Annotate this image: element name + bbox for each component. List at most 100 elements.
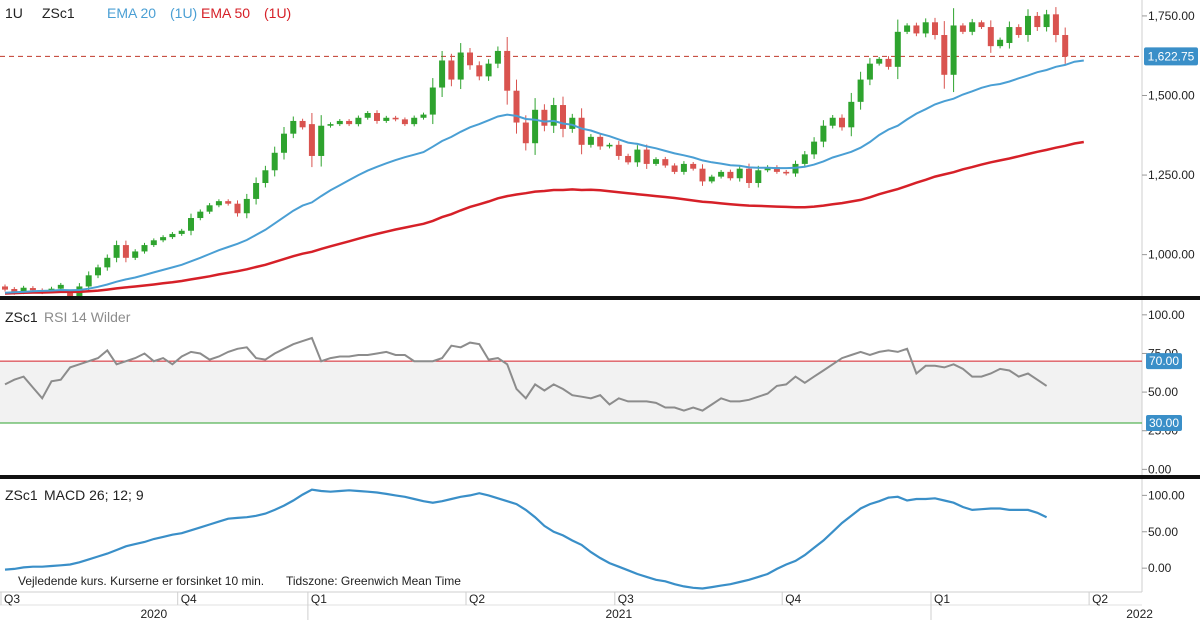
candle-up <box>801 154 808 164</box>
quarter-label: Q3 <box>4 592 20 606</box>
candle-up <box>429 87 436 115</box>
macd-axis-ticks: 100.00 50.00 0.00 <box>1142 488 1185 575</box>
candle-up <box>178 230 185 234</box>
candle-down <box>932 22 938 36</box>
legend-ema20: EMA 20 <box>107 5 156 21</box>
candle-down <box>699 168 706 182</box>
candle-down <box>941 35 948 75</box>
candle-up <box>922 22 929 34</box>
candle-up <box>811 141 818 155</box>
candle-down <box>1034 15 1041 28</box>
candle-down <box>671 165 678 172</box>
candle-up <box>411 117 418 125</box>
panel-divider[interactable] <box>0 475 1200 479</box>
candle-up <box>318 125 325 156</box>
candle-down <box>643 149 650 164</box>
rsi-line <box>4 336 1048 412</box>
rsi-legend-indicator: RSI 14 Wilder <box>44 309 131 325</box>
legend-symbol: ZSc1 <box>42 5 75 21</box>
macd-tick-label: 50.00 <box>1148 525 1178 539</box>
legend-ema50: EMA 50 <box>201 5 250 21</box>
candle-up <box>904 25 911 32</box>
candle-up <box>1043 14 1050 28</box>
rsi-upper-badge-bg <box>1146 353 1182 370</box>
candle-down <box>225 201 232 204</box>
candle-up <box>336 120 343 125</box>
candle-up <box>206 205 213 212</box>
quarter-label: Q2 <box>469 592 485 606</box>
price-legend: 1U ZSc1 EMA 20 (1U) EMA 50 (1U) <box>5 5 291 21</box>
candle-down <box>578 117 585 145</box>
candle-up <box>439 60 446 88</box>
candle-down <box>392 117 399 120</box>
time-axis[interactable]: Q3Q4Q1Q2Q3Q4Q1Q2Q3202020212022 <box>0 591 1200 621</box>
candle-up <box>188 218 194 231</box>
price-axis-ticks: 1,750.00 1,500.00 1,250.00 1,000.00 <box>1142 9 1195 262</box>
year-label: 2022 <box>1126 607 1153 621</box>
candle-down <box>234 203 241 214</box>
candle-up <box>85 275 92 287</box>
candle-up <box>141 245 148 252</box>
candle-up <box>197 211 204 219</box>
candle-up <box>169 233 176 238</box>
candle-down <box>625 155 632 163</box>
candle-up <box>634 149 641 163</box>
candle-up <box>253 183 260 199</box>
candle-down <box>346 120 353 125</box>
candle-up <box>494 50 501 64</box>
candle-up <box>848 101 855 128</box>
candle-up <box>829 117 836 126</box>
macd-line <box>4 488 1048 590</box>
candle-up <box>606 144 613 147</box>
candle-up <box>1025 15 1031 36</box>
rsi-legend-symbol: ZSc1 <box>5 309 38 325</box>
candle-down <box>1015 27 1022 36</box>
candle-down <box>448 60 455 80</box>
price-panel[interactable]: 1,750.00 1,500.00 1,250.00 1,000.00 1,622.7… <box>0 5 1198 300</box>
candle-up <box>755 170 762 184</box>
candle-up <box>950 25 957 75</box>
candle-down <box>1062 35 1069 57</box>
macd-panel[interactable]: 100.00 50.00 0.00 ZSc1 MACD 26; 12; 9 Vejl… <box>4 487 1185 590</box>
candle-down <box>299 120 306 128</box>
candle-up <box>736 168 743 179</box>
macd-legend-indicator: MACD 26; 12; 9 <box>44 487 144 503</box>
rsi-tick-label: 50.00 <box>1148 385 1178 399</box>
candle-up <box>20 287 27 293</box>
candle-down <box>727 171 734 179</box>
candle-up <box>457 52 464 80</box>
candle-down <box>690 163 697 169</box>
candle-up <box>969 22 976 32</box>
candle-down <box>504 50 511 91</box>
candle-down <box>560 105 566 129</box>
last-price-label: 1,622.75 <box>1148 49 1195 63</box>
candle-up <box>262 170 269 184</box>
year-label: 2021 <box>605 607 632 621</box>
macd-tick-label: 100.00 <box>1148 488 1185 502</box>
quarter-label: Q2 <box>1092 592 1108 606</box>
candle-down <box>615 144 622 156</box>
candle-up <box>550 105 557 126</box>
candle-up <box>857 79 864 102</box>
candle-down <box>987 27 994 47</box>
candle-up <box>569 117 576 129</box>
candle-down <box>597 136 604 147</box>
candle-down <box>662 159 669 166</box>
rsi-lower-badge-bg <box>1146 415 1182 431</box>
candle-up <box>271 152 278 171</box>
candle-up <box>113 245 120 258</box>
price-tick-label: 1,250.00 <box>1148 168 1195 182</box>
candle-down <box>959 25 966 32</box>
candle-up <box>876 58 883 64</box>
panel-divider[interactable] <box>0 296 1200 300</box>
rsi-legend: ZSc1 RSI 14 Wilder <box>5 309 131 325</box>
candle-up <box>820 125 827 142</box>
candle-up <box>57 284 64 289</box>
quarter-label: Q1 <box>311 592 327 606</box>
candle-down <box>122 245 129 258</box>
candle-down <box>783 171 790 174</box>
candle-up <box>680 163 687 172</box>
